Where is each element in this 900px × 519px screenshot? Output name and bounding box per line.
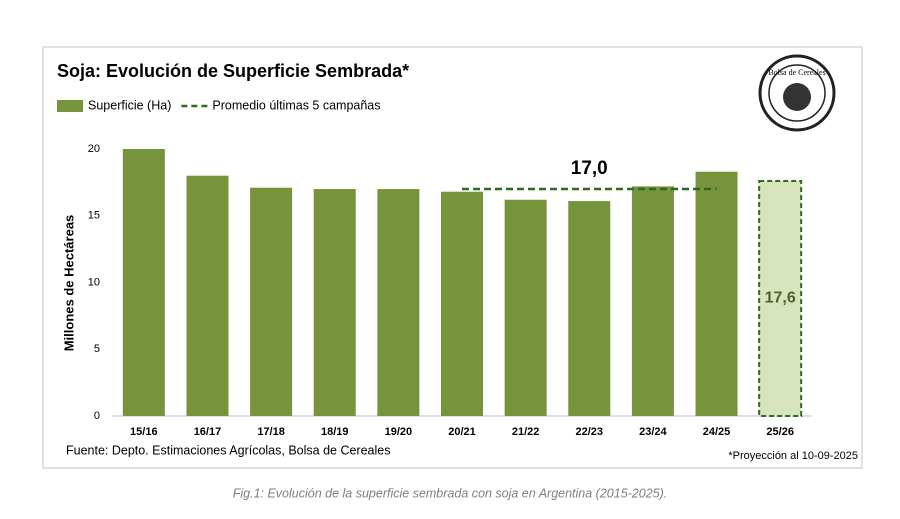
x-tick-label: 25/26: [766, 426, 794, 438]
x-tick-label: 23/24: [639, 426, 667, 438]
bar: [568, 201, 611, 416]
bar: [313, 189, 356, 416]
x-tick-label: 24/25: [703, 426, 731, 438]
logo-text: Bolsa de Cereales: [768, 68, 825, 77]
y-tick-label: 20: [88, 143, 100, 155]
logo: Bolsa de Cereales: [758, 54, 836, 132]
x-tick-label: 18/19: [321, 426, 349, 438]
bar: [695, 171, 738, 416]
x-tick-label: 19/20: [385, 426, 413, 438]
y-tick-label: 5: [94, 343, 100, 355]
bar-value-label: 17,6: [765, 290, 796, 307]
y-tick-label: 15: [88, 210, 100, 222]
bar: [758, 180, 803, 417]
legend-label: Promedio últimas 5 campañas: [212, 98, 380, 112]
y-tick-label: 10: [88, 276, 100, 288]
x-tick-label: 20/21: [448, 426, 476, 438]
average-label: 17,0: [571, 158, 608, 179]
x-tick-label: 21/22: [512, 426, 540, 438]
x-tick-label: 22/23: [576, 426, 604, 438]
chart-title: Soja: Evolución de Superficie Sembrada*: [57, 61, 409, 81]
footnote: *Proyección al 10-09-2025: [728, 450, 858, 462]
logo-ring: [768, 64, 826, 122]
bar: [441, 191, 483, 416]
bar: [631, 186, 674, 416]
y-axis-label: Millones de Hectáreas: [61, 215, 76, 352]
bar: [377, 189, 420, 416]
source: Fuente: Depto. Estimaciones Agrícolas, B…: [66, 443, 390, 457]
x-tick-label: 15/16: [130, 426, 158, 438]
x-tick-label: 16/17: [194, 426, 222, 438]
bar: [250, 187, 293, 416]
legend-swatch: [57, 100, 83, 112]
bar: [186, 175, 229, 416]
caption: Fig.1: Evolución de la superficie sembra…: [233, 486, 668, 500]
bar: [122, 149, 165, 416]
legend-label: Superficie (Ha): [88, 98, 171, 112]
x-tick-label: 17/18: [257, 426, 285, 438]
bar: [504, 199, 547, 416]
y-tick-label: 0: [94, 410, 100, 422]
logo-emblem: [783, 83, 811, 111]
